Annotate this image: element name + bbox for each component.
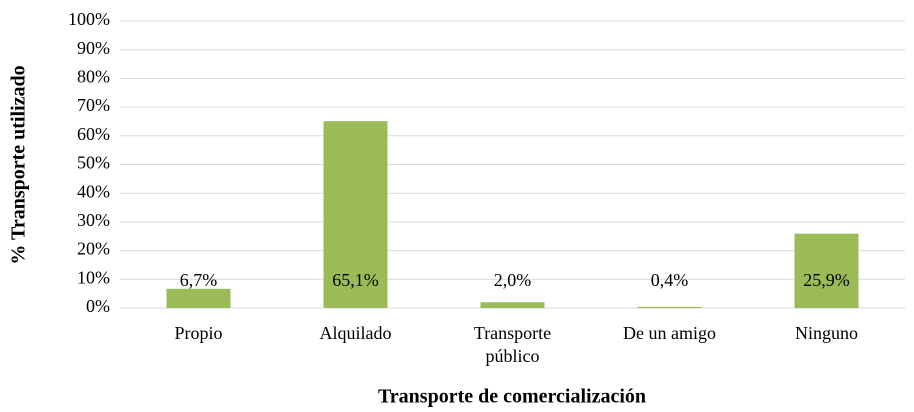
x-tick-label: Propio bbox=[174, 323, 222, 343]
x-tick-label: Transporte público bbox=[474, 323, 551, 366]
y-tick-label: 10% bbox=[77, 267, 110, 287]
y-tick-label: 0% bbox=[86, 296, 110, 316]
data-label: 2,0% bbox=[494, 270, 532, 290]
data-label: 65,1% bbox=[332, 270, 379, 290]
data-label: 0,4% bbox=[651, 270, 689, 290]
y-tick-label: 50% bbox=[77, 153, 110, 173]
y-tick-label: 80% bbox=[77, 67, 110, 87]
bar bbox=[323, 121, 388, 309]
y-axis-title: % Transporte utilizado bbox=[8, 65, 30, 264]
bar bbox=[480, 302, 545, 308]
x-axis-title: Transporte de comercialización bbox=[378, 386, 646, 408]
bar bbox=[166, 288, 231, 308]
x-tick-label: Ninguno bbox=[795, 323, 858, 343]
bar bbox=[637, 306, 702, 308]
y-tick-label: 60% bbox=[77, 124, 110, 144]
y-tick-label: 40% bbox=[77, 181, 110, 201]
bar bbox=[794, 233, 859, 308]
y-tick-label: 90% bbox=[77, 38, 110, 58]
data-label: 6,7% bbox=[180, 270, 218, 290]
y-tick-label: 100% bbox=[68, 9, 110, 29]
x-tick-label: Alquilado bbox=[320, 323, 392, 343]
y-tick-label: 30% bbox=[77, 210, 110, 230]
data-label: 25,9% bbox=[803, 270, 850, 290]
x-tick-label: De un amigo bbox=[623, 323, 716, 343]
y-tick-label: 20% bbox=[77, 239, 110, 259]
y-tick-label: 70% bbox=[77, 95, 110, 115]
